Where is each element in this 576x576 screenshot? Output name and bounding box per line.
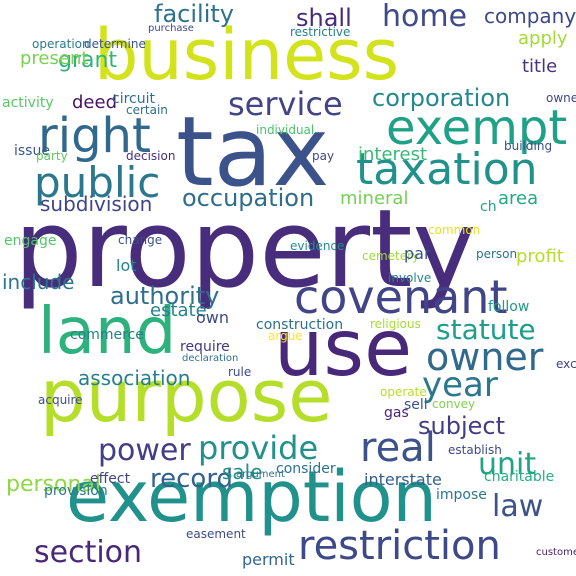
word-own: own xyxy=(196,308,230,327)
word-apply: apply xyxy=(518,28,568,49)
word-impose: impose xyxy=(436,487,487,503)
word-ch: ch xyxy=(480,199,497,215)
word-deed: deed xyxy=(72,92,117,113)
word-corporation: corporation xyxy=(372,84,511,112)
word-profit: profit xyxy=(516,246,564,267)
word-use: use xyxy=(274,304,413,394)
word-restriction: restriction xyxy=(298,523,501,569)
word-pay: pay xyxy=(312,149,335,163)
word-estate: estate xyxy=(150,300,207,321)
word-ownership: ownership xyxy=(546,91,576,105)
word-involve: involve xyxy=(388,271,432,285)
word-issue: issue xyxy=(14,143,50,159)
word-customer: customer xyxy=(536,547,576,558)
word-establish: establish xyxy=(448,443,502,457)
word-evidence: evidence xyxy=(290,239,345,253)
word-unit: unit xyxy=(478,447,537,482)
word-tax: tax xyxy=(176,96,330,208)
word-operate: operate xyxy=(380,385,427,399)
word-cemetery: cemetery xyxy=(362,249,420,263)
word-par: par xyxy=(404,244,431,263)
word-owner: owner xyxy=(426,335,544,379)
word-record: record xyxy=(150,464,234,494)
word-property: property xyxy=(14,187,477,312)
word-include: include xyxy=(2,270,75,294)
word-gas: gas xyxy=(384,405,409,421)
word-section: section xyxy=(34,535,143,570)
word-determine: determine xyxy=(84,37,146,51)
word-change: change xyxy=(118,233,163,247)
word-statute: statute xyxy=(436,313,536,346)
word-purchase: purchase xyxy=(148,23,194,34)
word-personal: personal xyxy=(6,472,102,497)
word-effect: effect xyxy=(90,471,131,487)
word-subdivision: subdivision xyxy=(40,192,153,216)
word-charitable: charitable xyxy=(484,469,555,485)
word-shall: shall xyxy=(296,4,352,32)
word-easement: easement xyxy=(186,527,246,541)
word-declaration: declaration xyxy=(182,353,239,364)
word-permit: permit xyxy=(242,550,295,569)
word-mineral: mineral xyxy=(340,188,409,209)
word-individual: individual xyxy=(256,123,315,137)
word-land: land xyxy=(38,295,177,369)
word-facility: facility xyxy=(154,0,234,28)
word-engage: engage xyxy=(4,233,57,249)
word-area: area xyxy=(498,188,539,209)
word-circuit: circuit xyxy=(112,91,155,107)
word-exclusively: exclusively xyxy=(556,357,576,371)
word-provide: provide xyxy=(198,429,319,467)
word-company: company xyxy=(484,4,576,28)
word-title: title xyxy=(522,56,558,77)
word-public: public xyxy=(34,158,161,207)
word-right: right xyxy=(38,108,151,164)
word-religious: religious xyxy=(370,317,421,331)
word-occupation: occupation xyxy=(182,184,315,212)
word-real: real xyxy=(360,425,436,471)
word-acquire: acquire xyxy=(38,393,83,407)
word-subject: subject xyxy=(418,412,505,440)
word-party: party xyxy=(36,149,68,163)
word-operation: operation xyxy=(32,37,90,51)
word-home: home xyxy=(382,0,468,34)
word-authority: authority xyxy=(110,282,220,310)
word-power: power xyxy=(98,433,191,468)
word-building: building xyxy=(504,139,553,153)
word-interstate: interstate xyxy=(364,470,442,489)
word-consider: consider xyxy=(276,461,336,477)
word-require: require xyxy=(180,339,230,355)
word-commerce: commerce xyxy=(70,327,144,343)
word-lot: lot xyxy=(116,256,137,275)
word-rule: rule xyxy=(228,365,252,379)
word-business: business xyxy=(94,14,400,96)
word-sell: sell xyxy=(404,397,428,413)
word-taxation: taxation xyxy=(356,144,538,195)
word-follow: follow xyxy=(488,299,530,315)
word-purpose: purpose xyxy=(40,354,333,438)
word-common: common xyxy=(428,223,481,237)
word-service: service xyxy=(228,85,343,123)
word-argument: argument xyxy=(236,469,285,480)
word-person: person xyxy=(476,247,518,261)
word-activity: activity xyxy=(2,95,54,111)
word-exemption: exemption xyxy=(66,456,437,538)
word-exempt: exempt xyxy=(386,100,568,156)
word-restrictive: restrictive xyxy=(290,25,351,39)
word-year: year xyxy=(422,365,498,405)
word-association: association xyxy=(78,366,191,390)
word-sale: sale xyxy=(222,460,263,484)
word-argue: argue xyxy=(268,329,303,343)
word-provision: provision xyxy=(44,483,108,499)
word-law: law xyxy=(492,489,544,524)
word-certain: certain xyxy=(126,103,168,117)
word-decision: decision xyxy=(126,149,176,163)
word-interest: interest xyxy=(358,144,428,165)
word-grant: grant xyxy=(58,48,118,73)
word-covenant: covenant xyxy=(294,270,508,324)
word-convey: convey xyxy=(432,397,476,411)
word-construction: construction xyxy=(256,317,344,333)
word-present: present xyxy=(20,48,89,69)
